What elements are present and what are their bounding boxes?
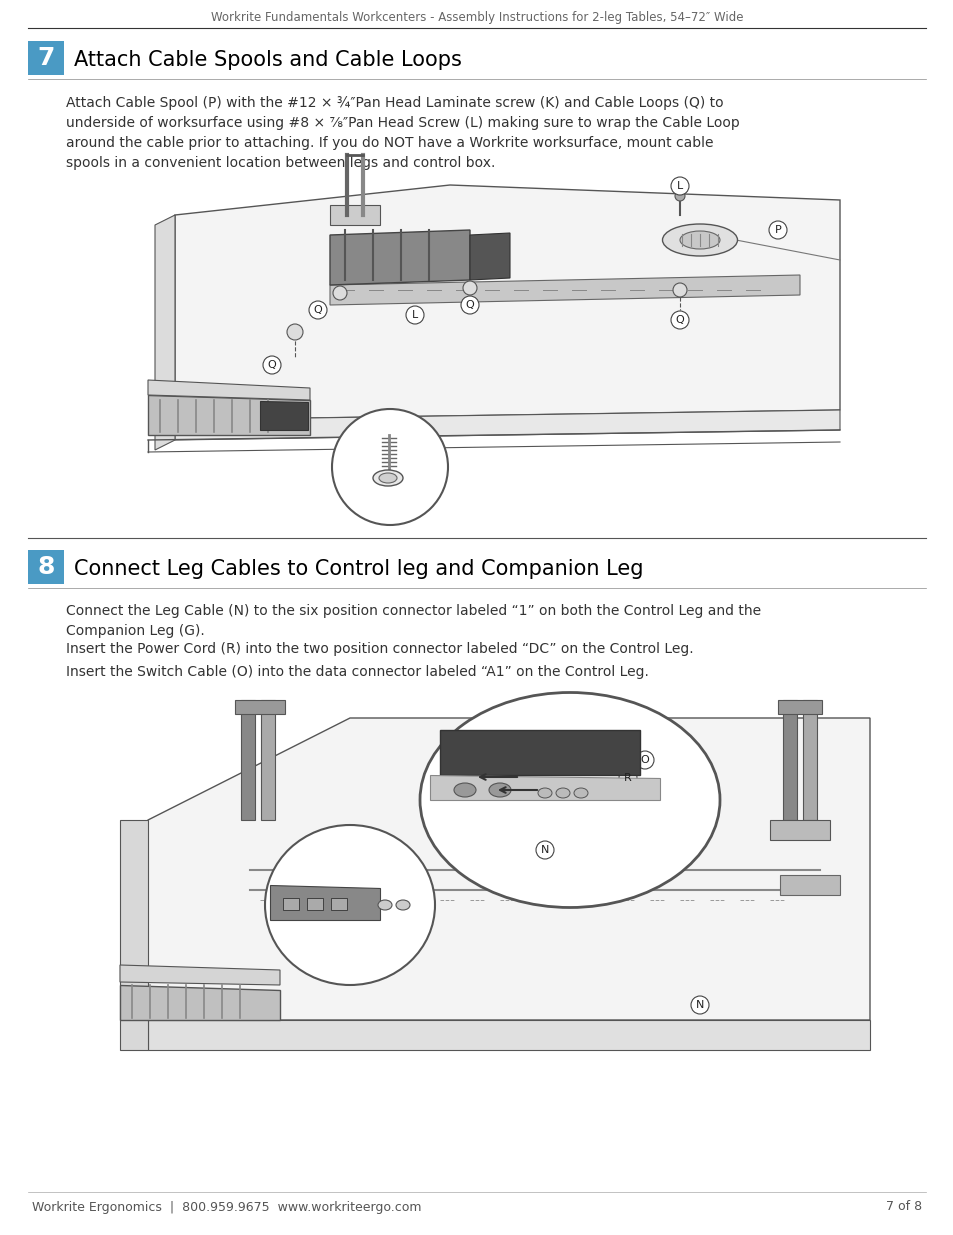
Circle shape [462,282,476,295]
FancyBboxPatch shape [307,898,323,910]
Polygon shape [802,700,816,820]
Text: L: L [677,182,682,191]
Text: 7 of 8: 7 of 8 [885,1200,921,1214]
Polygon shape [120,965,280,986]
Polygon shape [260,401,308,430]
Ellipse shape [489,783,511,797]
Polygon shape [148,395,310,435]
Circle shape [406,306,423,324]
Polygon shape [330,230,470,285]
Text: 7: 7 [37,46,54,70]
Text: Workrite Fundamentals Workcenters - Assembly Instructions for 2-leg Tables, 54–7: Workrite Fundamentals Workcenters - Asse… [211,11,742,25]
Polygon shape [330,205,379,225]
Circle shape [670,177,688,195]
Polygon shape [148,1020,869,1050]
Text: Connect the Leg Cable (N) to the six position connector labeled “1” on both the : Connect the Leg Cable (N) to the six pos… [66,604,760,638]
Polygon shape [174,185,840,420]
Polygon shape [241,700,254,820]
Circle shape [287,324,303,340]
Circle shape [675,191,684,201]
Text: N: N [695,1000,703,1010]
Circle shape [672,283,686,296]
Ellipse shape [378,473,396,483]
Polygon shape [782,700,796,820]
Circle shape [636,751,654,769]
Polygon shape [120,820,148,1050]
Ellipse shape [556,788,569,798]
Polygon shape [174,410,840,440]
Text: Q: Q [268,359,276,370]
Polygon shape [154,215,174,450]
Text: Q: Q [465,300,474,310]
Ellipse shape [265,825,435,986]
Polygon shape [270,885,379,920]
Polygon shape [470,233,510,280]
Ellipse shape [377,900,392,910]
Ellipse shape [574,788,587,798]
Text: Insert the Switch Cable (O) into the data connector labeled “A1” on the Control : Insert the Switch Cable (O) into the dat… [66,664,648,679]
Circle shape [309,301,327,319]
Ellipse shape [537,788,552,798]
Text: Attach Cable Spool (P) with the #12 × ¾″Pan Head Laminate screw (K) and Cable Lo: Attach Cable Spool (P) with the #12 × ¾″… [66,96,739,170]
Circle shape [768,221,786,240]
Circle shape [690,995,708,1014]
Polygon shape [148,380,310,400]
Text: O: O [640,755,649,764]
Circle shape [618,769,637,787]
Circle shape [536,841,554,860]
Text: Workrite Ergonomics  |  800.959.9675  www.workriteergo.com: Workrite Ergonomics | 800.959.9675 www.w… [32,1200,421,1214]
Polygon shape [769,820,829,840]
Text: N: N [540,845,549,855]
Circle shape [333,287,347,300]
Text: Q: Q [314,305,322,315]
Polygon shape [430,776,659,800]
Polygon shape [234,700,285,714]
FancyBboxPatch shape [28,550,64,584]
Ellipse shape [395,900,410,910]
FancyBboxPatch shape [28,41,64,75]
Ellipse shape [373,471,402,487]
Circle shape [263,356,281,374]
Text: Insert the Power Cord (R) into the two position connector labeled “DC” on the Co: Insert the Power Cord (R) into the two p… [66,642,693,656]
Text: 8: 8 [37,555,54,579]
Polygon shape [330,275,800,305]
Ellipse shape [419,693,720,908]
Polygon shape [778,700,821,714]
Circle shape [332,409,448,525]
Polygon shape [780,876,840,895]
Text: R: R [623,773,631,783]
Text: Attach Cable Spools and Cable Loops: Attach Cable Spools and Cable Loops [74,49,461,70]
FancyBboxPatch shape [331,898,347,910]
Ellipse shape [661,224,737,256]
Text: Connect Leg Cables to Control leg and Companion Leg: Connect Leg Cables to Control leg and Co… [74,559,643,579]
Polygon shape [439,730,639,776]
Ellipse shape [454,783,476,797]
Text: P: P [774,225,781,235]
Polygon shape [120,986,280,1020]
Polygon shape [148,718,869,1020]
Circle shape [460,296,478,314]
Ellipse shape [679,231,720,249]
Text: L: L [412,310,417,320]
Text: Q: Q [675,315,683,325]
FancyBboxPatch shape [283,898,298,910]
Polygon shape [261,700,274,820]
Circle shape [670,311,688,329]
